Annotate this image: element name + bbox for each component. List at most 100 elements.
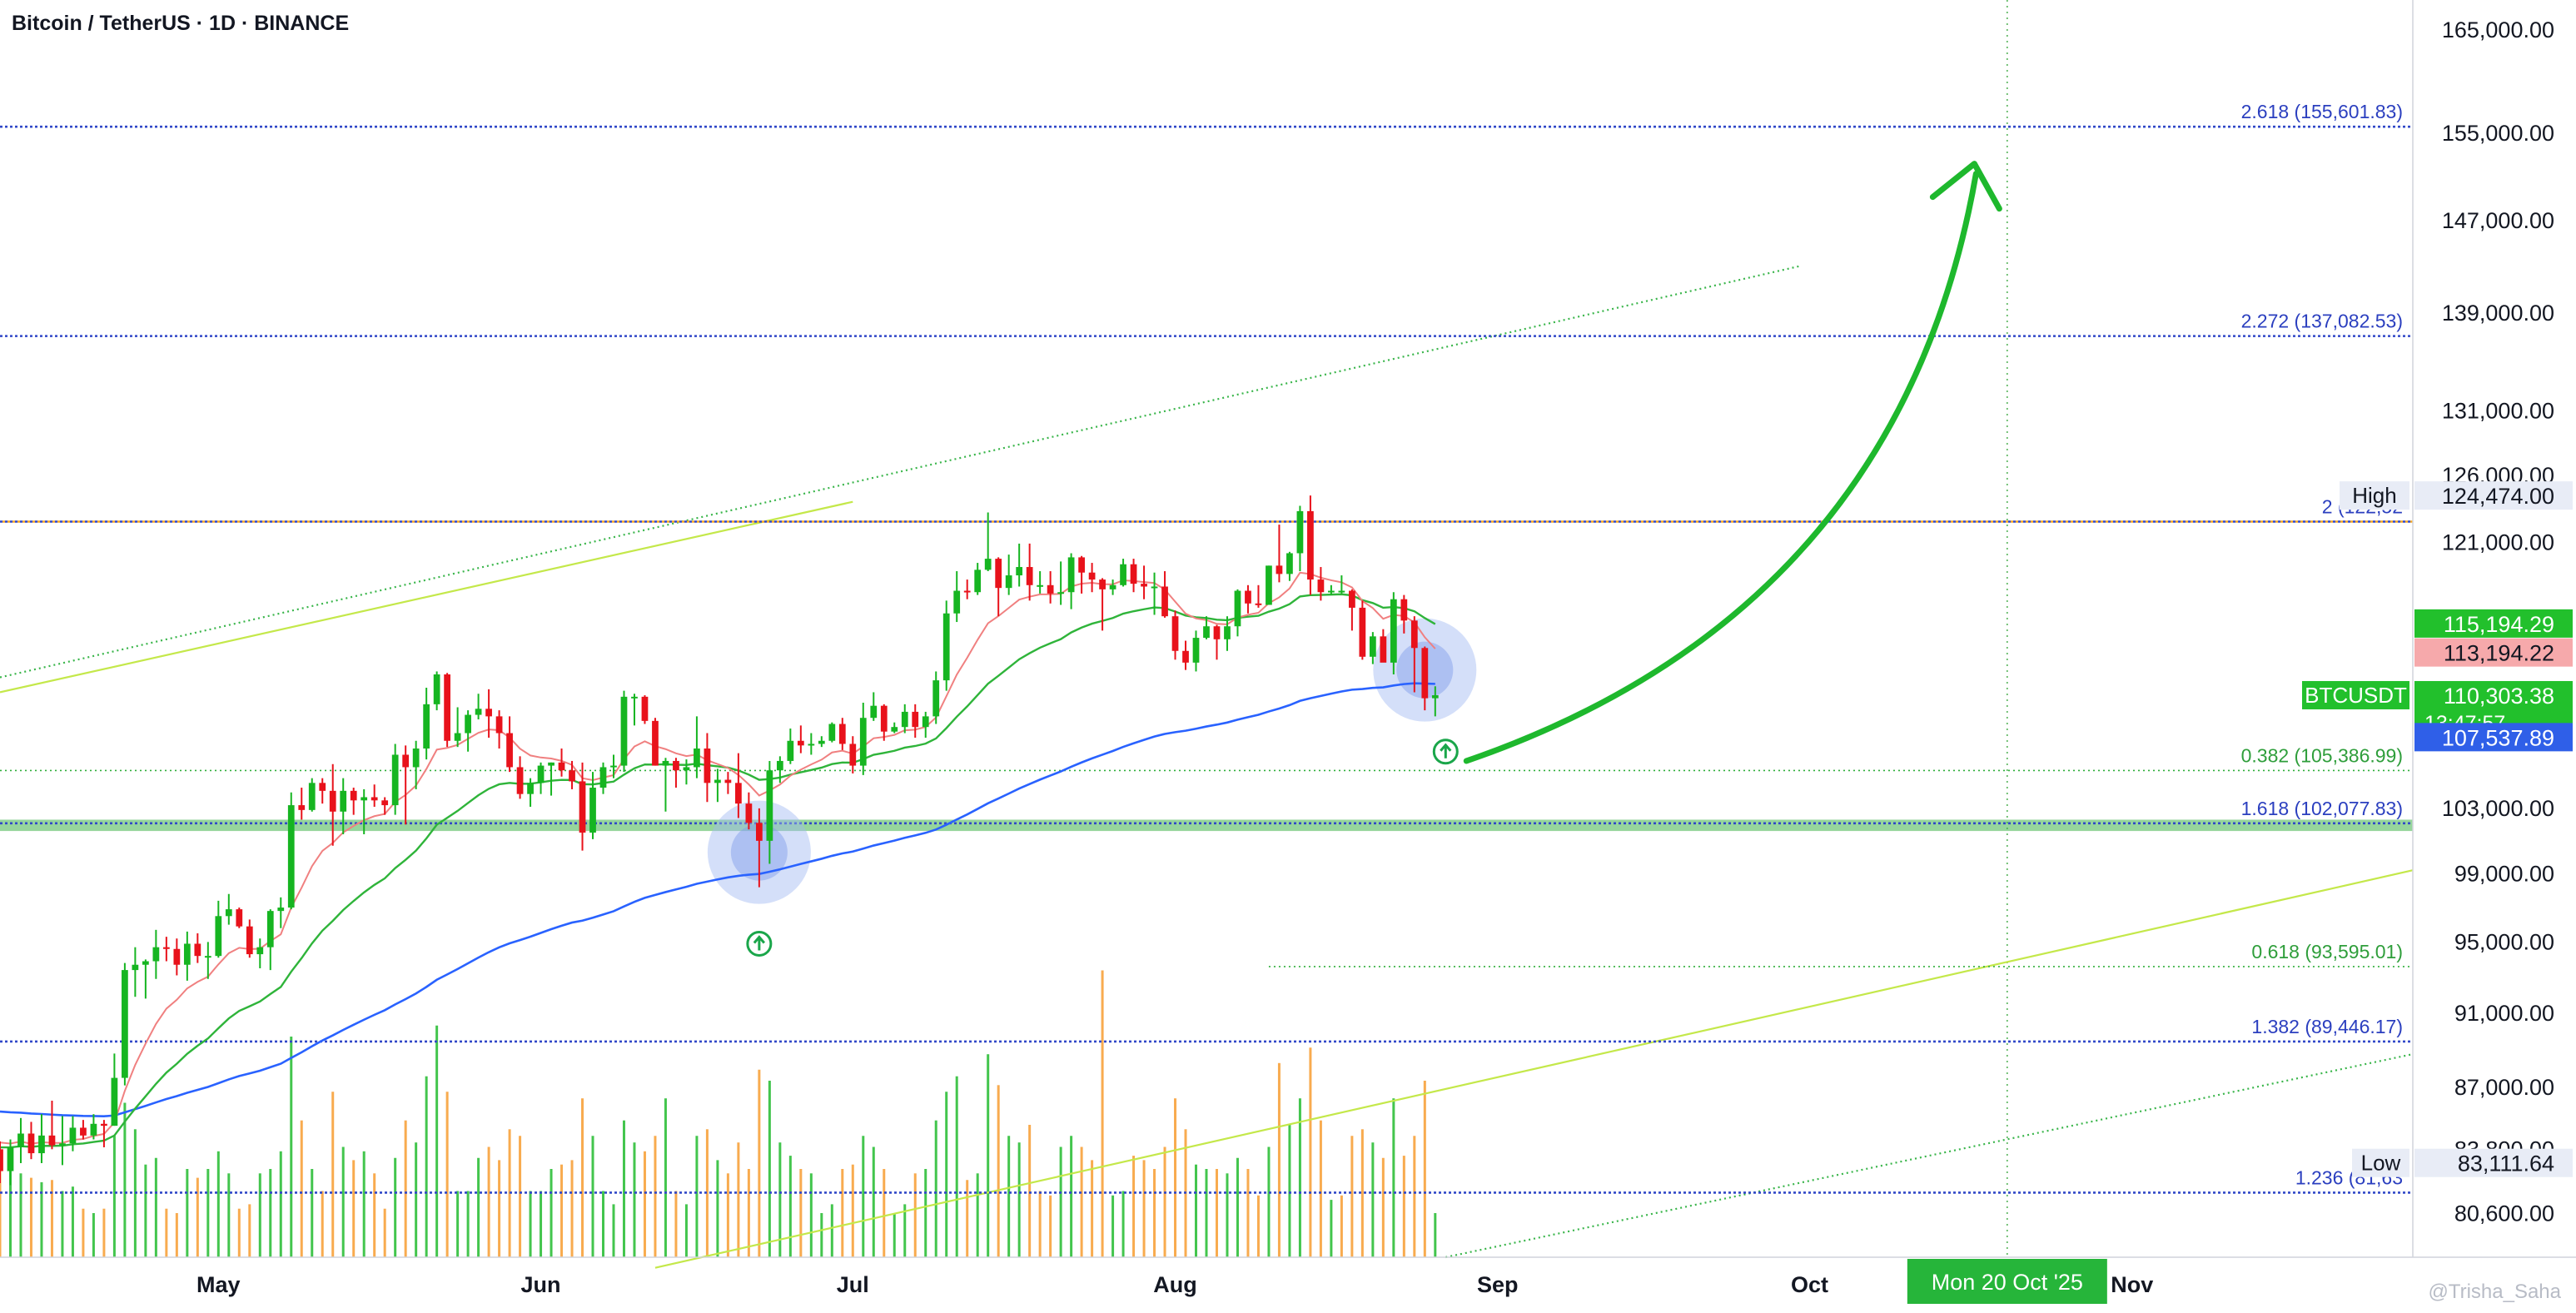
candle [683, 759, 690, 785]
volume-bar [227, 1173, 231, 1257]
candle [236, 908, 243, 928]
candle [48, 1100, 56, 1150]
candle-body [1286, 553, 1293, 574]
candle [1099, 578, 1106, 631]
candle-body [901, 711, 908, 728]
y-tick-label: 99,000.00 [2454, 862, 2554, 887]
candle-body [995, 559, 1002, 589]
candle [38, 1114, 45, 1163]
candle-body [444, 674, 451, 741]
candle [755, 808, 763, 888]
candles-layer[interactable] [0, 495, 1439, 1186]
volume-bar [92, 1213, 95, 1257]
volume-bar [851, 1164, 854, 1257]
candle-body [465, 714, 471, 734]
volume-bar [279, 1151, 282, 1257]
candle-body [922, 716, 929, 728]
candle [548, 762, 554, 796]
price-tag-caption-bg [2302, 680, 2409, 709]
candle-body [797, 740, 804, 746]
volume-bar [1132, 1156, 1136, 1257]
candle-body [1037, 584, 1044, 587]
candle-body [17, 1133, 24, 1147]
candle-body [495, 716, 503, 734]
candle [412, 740, 420, 789]
candle-body [1245, 590, 1251, 604]
candle [745, 792, 753, 830]
candle-body [1182, 650, 1189, 663]
candle [641, 695, 649, 724]
candle-body [1234, 590, 1241, 627]
volume-bar [1226, 1173, 1229, 1257]
candle [59, 1116, 66, 1166]
volume-bar [1121, 1191, 1125, 1257]
volume-bar [8, 1169, 12, 1257]
candle-body [1109, 584, 1116, 589]
candle [1171, 610, 1179, 660]
candle-body [631, 696, 638, 699]
candle [1369, 632, 1376, 664]
volume-bar [903, 1204, 907, 1257]
volume-bar [373, 1173, 376, 1257]
candle [1130, 559, 1137, 593]
candle-body [974, 569, 982, 593]
candle-body [27, 1133, 35, 1154]
candle [995, 557, 1002, 617]
volume-bar [456, 1191, 460, 1257]
volume-bar [529, 1191, 532, 1257]
volume-bar [945, 1092, 948, 1257]
volume-bar [1195, 1164, 1198, 1257]
volume-bar [362, 1151, 366, 1257]
volume-bar [352, 1160, 356, 1257]
candle-body [1099, 579, 1106, 589]
volume-bar [622, 1120, 625, 1257]
candle [69, 1116, 77, 1151]
volume-bar [768, 1081, 771, 1257]
candle [173, 938, 181, 976]
candle-body [1369, 636, 1376, 657]
volume-bar [1256, 1195, 1260, 1257]
volume-bar [684, 1204, 688, 1257]
volume-bar [196, 1177, 199, 1257]
volume-bar [540, 1191, 543, 1257]
y-tick-label: 165,000.00 [2442, 17, 2554, 42]
candle [974, 563, 982, 595]
candle [194, 933, 201, 963]
candle-body [101, 1123, 107, 1126]
candle-body [662, 760, 669, 766]
price-tag-bg [2414, 638, 2573, 667]
highlight-layer [707, 618, 1477, 904]
volume-bar [1091, 1160, 1094, 1257]
candle [953, 571, 961, 623]
candle-body [1088, 572, 1096, 580]
candle [152, 929, 160, 979]
volume-layer [0, 970, 1437, 1257]
volume-bar [716, 1160, 719, 1257]
candle [1203, 616, 1210, 639]
volume-bar [1153, 1169, 1156, 1257]
candle-body [142, 961, 149, 965]
candle [266, 909, 274, 971]
candle-body [308, 783, 316, 810]
candle [797, 725, 804, 753]
price-tag-caption-bg [2340, 481, 2409, 510]
y-tick-label: 139,000.00 [2442, 301, 2554, 326]
candle [1120, 559, 1126, 587]
volume-bar [602, 1191, 604, 1257]
volume-bar [498, 1160, 501, 1257]
price-tag-caption: Low [2361, 1151, 2401, 1176]
candle-body [381, 800, 389, 806]
candle [673, 758, 679, 788]
candle [1067, 553, 1075, 609]
volume-bar [1330, 1200, 1333, 1257]
volume-bar [1174, 1098, 1177, 1257]
candle [80, 1120, 87, 1140]
volume-bar [1340, 1195, 1343, 1257]
candle [122, 962, 128, 1086]
candle-body [132, 964, 139, 971]
chart-title: Bitcoin / TetherUS · 1D · BINANCE [12, 12, 350, 35]
volume-bar [695, 1136, 699, 1257]
